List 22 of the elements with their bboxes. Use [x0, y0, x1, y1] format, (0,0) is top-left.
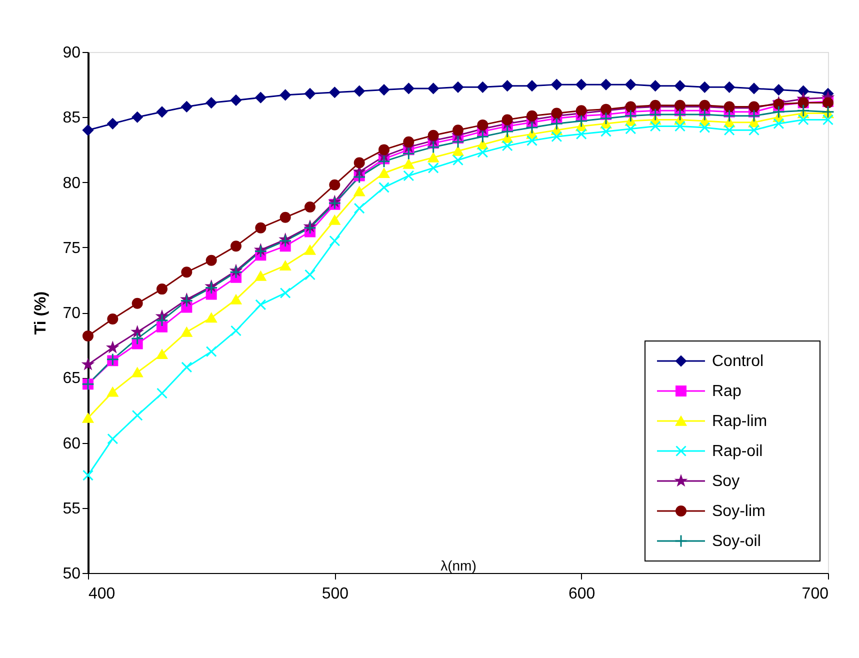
y-tick-label: 70 — [62, 305, 81, 322]
y-tick-label: 60 — [62, 435, 81, 452]
legend-label: Rap — [712, 383, 742, 400]
legend-label: Rap-oil — [712, 443, 763, 460]
y-tick-label: 50 — [62, 566, 81, 582]
x-tick-label: 700 — [802, 586, 829, 602]
legend-label: Rap-lim — [712, 413, 768, 430]
x-tick-label: 400 — [88, 586, 116, 602]
legend-label: Soy-oil — [712, 533, 761, 550]
y-tick-label: 90 — [62, 44, 81, 62]
y-tick-label: 85 — [62, 110, 81, 127]
y-tick-label: 55 — [62, 500, 81, 518]
y-tick-label: 75 — [62, 240, 81, 257]
y-tick-label: 80 — [62, 174, 81, 192]
legend-label: Soy — [712, 473, 740, 490]
x-tick-label: 600 — [568, 586, 596, 602]
x-tick-label: 500 — [322, 586, 349, 602]
y-tick-label: 65 — [62, 370, 81, 388]
y-axis-title: Ti (%) — [32, 291, 50, 335]
x-axis-title: λ(nm) — [440, 558, 476, 574]
legend-label: Control — [712, 353, 764, 370]
legend-label: Soy-lim — [712, 503, 766, 520]
